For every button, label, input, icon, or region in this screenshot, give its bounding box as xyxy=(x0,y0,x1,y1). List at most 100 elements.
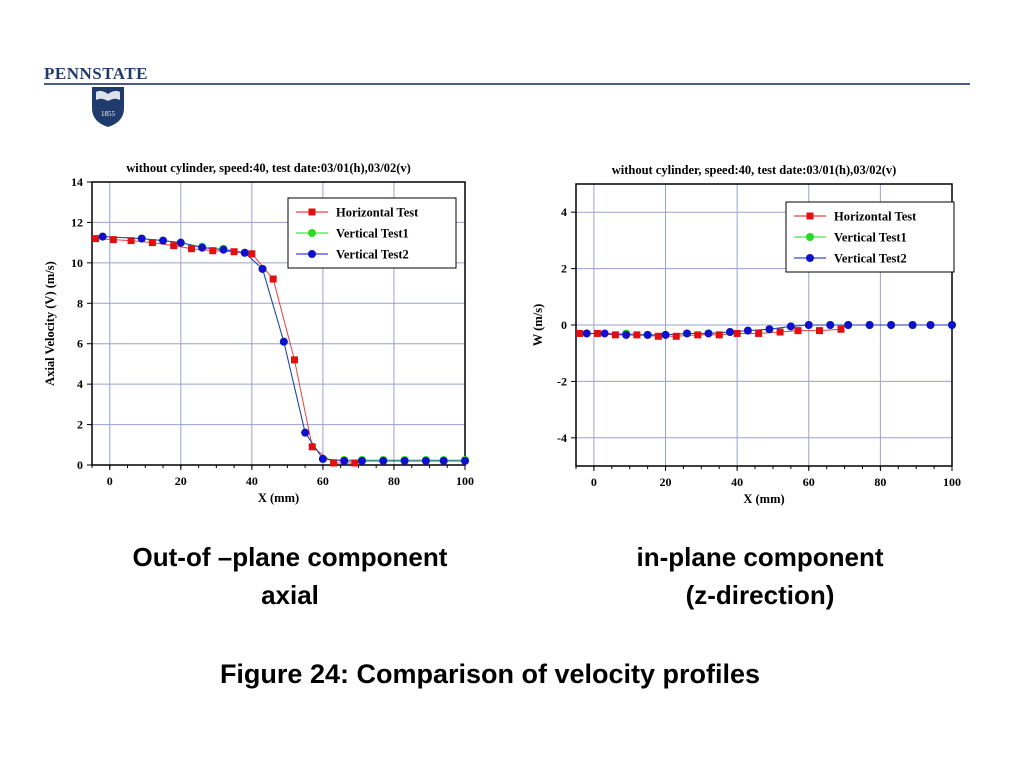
series-line-2 xyxy=(102,236,465,462)
data-point-vertical2 xyxy=(98,232,107,241)
data-point-vertical2 xyxy=(600,329,609,338)
data-point-vertical2 xyxy=(926,321,935,329)
data-point-vertical2 xyxy=(865,321,874,329)
x-tick-label: 80 xyxy=(388,474,400,488)
chart-title: without cylinder, speed:40, test date:03… xyxy=(612,163,897,177)
legend-marker xyxy=(806,254,814,262)
data-point-horizontal xyxy=(694,331,702,339)
data-point-vertical2 xyxy=(704,329,713,338)
data-point-vertical2 xyxy=(661,330,670,339)
x-tick-label: 60 xyxy=(803,475,815,489)
data-point-horizontal xyxy=(576,329,584,337)
data-point-horizontal xyxy=(654,332,662,340)
x-axis-label: X (mm) xyxy=(743,492,784,506)
data-point-vertical2 xyxy=(379,456,388,465)
caption-left-line2: axial xyxy=(261,580,319,610)
pennstate-logo: PENNSTATE 1855 xyxy=(44,64,148,128)
chart-title: without cylinder, speed:40, test date:03… xyxy=(126,161,411,175)
data-point-horizontal xyxy=(672,332,680,340)
y-tick-label: 4 xyxy=(561,205,567,219)
data-point-vertical2 xyxy=(826,321,835,329)
legend-label: Vertical Test1 xyxy=(336,227,409,241)
y-tick-label: 8 xyxy=(77,296,83,310)
data-point-horizontal xyxy=(170,242,178,250)
y-tick-label: 2 xyxy=(77,418,83,432)
caption-left: Out-of –plane component axial xyxy=(50,538,530,614)
legend-label: Vertical Test2 xyxy=(336,248,409,262)
legend-marker xyxy=(308,208,316,216)
y-tick-label: 10 xyxy=(71,256,83,270)
data-point-vertical2 xyxy=(176,238,185,247)
logo-wordmark: PENNSTATE xyxy=(44,64,149,83)
data-point-vertical2 xyxy=(804,321,813,329)
data-point-horizontal xyxy=(733,329,741,337)
data-point-vertical2 xyxy=(887,321,896,329)
data-point-horizontal xyxy=(633,331,641,339)
legend-marker xyxy=(806,212,814,220)
data-point-horizontal xyxy=(92,235,100,243)
plot-frame xyxy=(91,181,466,466)
data-point-horizontal xyxy=(755,329,763,337)
data-point-horizontal xyxy=(715,331,723,339)
data-point-vertical2 xyxy=(318,454,327,463)
data-point-horizontal xyxy=(816,327,824,335)
axial-velocity-chart: without cylinder, speed:40, test date:03… xyxy=(43,161,474,505)
caption-right: in-plane component (z-direction) xyxy=(530,538,990,614)
y-tick-label: -2 xyxy=(557,374,567,388)
data-point-vertical2 xyxy=(461,456,469,465)
data-point-vertical2 xyxy=(582,329,591,338)
y-tick-label: -4 xyxy=(557,431,567,445)
data-point-vertical2 xyxy=(279,337,288,346)
y-axis-label: W (m/s) xyxy=(531,304,545,346)
data-point-vertical2 xyxy=(159,236,168,245)
data-point-vertical2 xyxy=(683,329,692,338)
y-tick-label: 2 xyxy=(561,262,567,276)
data-point-vertical2 xyxy=(198,243,207,252)
data-point-horizontal xyxy=(248,250,256,258)
x-axis-label: X (mm) xyxy=(258,491,299,505)
data-point-horizontal xyxy=(109,236,117,244)
caption-right-line1: in-plane component xyxy=(636,542,884,572)
data-point-vertical2 xyxy=(643,330,652,339)
data-point-horizontal xyxy=(209,247,217,255)
w-velocity-chart: without cylinder, speed:40, test date:03… xyxy=(531,163,961,506)
data-point-vertical2 xyxy=(908,321,917,329)
data-point-vertical2 xyxy=(137,234,146,243)
x-tick-label: 60 xyxy=(317,474,329,488)
legend-label: Vertical Test1 xyxy=(834,231,907,245)
data-point-vertical2 xyxy=(743,326,752,335)
legend-label: Vertical Test2 xyxy=(834,252,907,266)
data-point-horizontal xyxy=(127,237,135,245)
x-tick-label: 80 xyxy=(874,475,886,489)
x-tick-label: 40 xyxy=(731,475,743,489)
legend-label: Horizontal Test xyxy=(336,206,419,220)
data-point-vertical2 xyxy=(421,456,430,465)
x-tick-label: 20 xyxy=(175,474,187,488)
x-tick-label: 40 xyxy=(246,474,258,488)
data-point-horizontal xyxy=(611,331,619,339)
data-point-vertical2 xyxy=(219,245,228,254)
y-tick-label: 0 xyxy=(561,318,567,332)
data-point-horizontal xyxy=(308,443,316,451)
legend-marker xyxy=(308,250,316,258)
series-line-1 xyxy=(102,236,465,461)
figure-caption: Figure 24: Comparison of velocity profil… xyxy=(219,659,761,689)
x-tick-label: 100 xyxy=(943,475,961,489)
data-point-horizontal xyxy=(794,327,802,335)
y-tick-label: 4 xyxy=(77,377,83,391)
data-point-vertical2 xyxy=(357,456,366,465)
y-axis-label: Axial Velocity (V) (m/s) xyxy=(43,261,57,386)
data-point-vertical2 xyxy=(340,456,349,465)
logo-year: 1855 xyxy=(101,110,116,118)
shield-icon: 1855 xyxy=(92,87,124,127)
data-point-vertical2 xyxy=(786,322,795,331)
data-point-vertical2 xyxy=(622,330,631,339)
legend-label: Horizontal Test xyxy=(834,210,917,224)
x-tick-label: 100 xyxy=(456,474,474,488)
series-line-0 xyxy=(95,238,355,464)
data-point-vertical2 xyxy=(240,248,249,257)
data-point-horizontal xyxy=(593,329,601,337)
data-point-vertical2 xyxy=(258,264,267,273)
data-point-horizontal xyxy=(290,356,298,364)
x-tick-label: 0 xyxy=(107,474,113,488)
